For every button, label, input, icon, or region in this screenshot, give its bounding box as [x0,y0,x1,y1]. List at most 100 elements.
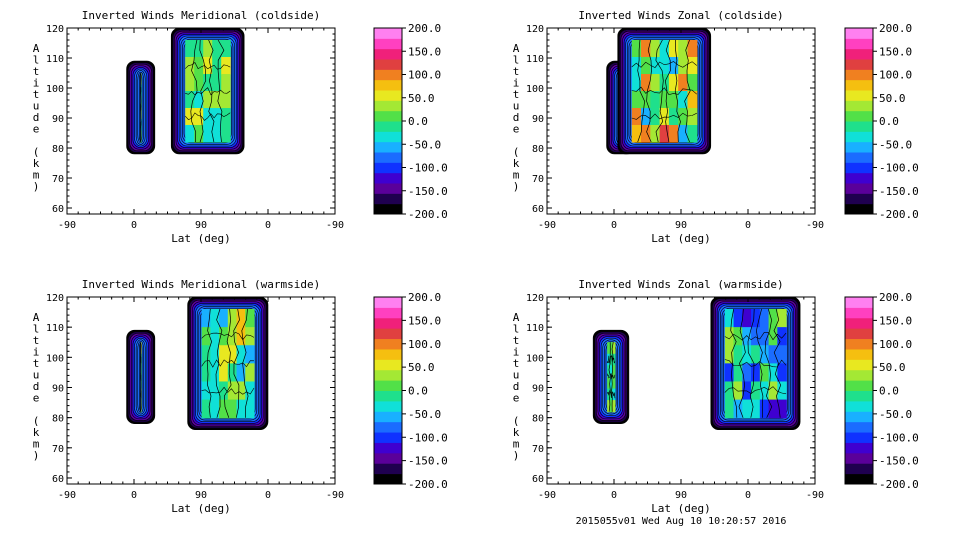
colorbar-swatch [374,131,402,143]
contour-cell [609,365,613,378]
colorbar-swatch [845,110,873,122]
contour-cell [236,363,246,383]
contour-cell [609,400,613,413]
colorbar-swatch [374,380,402,391]
contour-cell [227,381,238,401]
contour-cell [777,381,787,401]
x-tick-label: 90 [195,490,207,501]
contour-cell [140,365,142,378]
contour-line [223,308,232,418]
contour-cell [751,381,761,401]
contour-cell [631,125,642,143]
contour-cell [203,91,213,109]
contour-cell [650,108,661,126]
colorbar-label: -100.0 [408,431,448,444]
contour-cell [201,309,211,328]
contour-cell [751,345,761,364]
contour-cell [641,57,651,75]
colorbar-swatch [374,90,402,101]
colorbar-swatch [374,297,402,308]
contour-line [199,39,207,143]
contour-cell [203,108,213,126]
contour-cell [678,125,689,143]
colorbar-swatch [374,152,402,163]
contour-line [217,39,225,143]
y-tick-label: 120 [46,293,64,304]
contour-cell [201,345,211,364]
contour-cell [221,91,231,109]
contour-cell [631,57,642,75]
contour-cell [212,74,222,92]
colorbar-swatch [374,203,402,215]
colorbar-label: -150.0 [408,455,448,468]
x-tick-label: 0 [131,220,137,231]
x-tick-label: 90 [675,220,687,231]
contour-cell [201,399,211,419]
contour-cell [631,108,642,126]
contour-line [201,359,255,368]
y-tick-label: 80 [532,414,544,425]
contour-cell [212,91,222,109]
contour-line [664,39,671,143]
colorbar-swatch [845,121,873,132]
x-tick-label: 0 [611,220,617,231]
colorbar-swatch [374,432,402,443]
y-tick-label: 70 [52,174,64,185]
colorbar-swatch [374,317,402,329]
panel-1: Inverted Winds Meridional (coldside) -90 0… [33,9,448,245]
contour-cell [751,327,761,346]
contour-line [724,386,787,395]
x-tick-label: 0 [611,490,617,501]
colorbar-swatch [374,400,402,412]
colorbar-label: -200.0 [879,208,919,221]
x-axis-label: Lat (deg) [651,502,711,515]
colorbar-swatch [374,172,402,184]
contour-line [738,308,746,418]
colorbar-label: -200.0 [879,478,919,491]
contour-cell [751,399,761,419]
y-tick-label: 120 [526,293,544,304]
colorbar-label: 100.0 [408,338,441,351]
x-tick-label: -90 [58,490,76,501]
contour-cell [201,327,211,346]
contour-cell [733,345,743,364]
contour-cell [759,381,770,401]
x-tick-label: 0 [265,220,271,231]
panel-title: Inverted Winds Meridional (coldside) [82,9,320,22]
contour-cell [687,125,698,143]
contour-line [756,308,764,418]
contour-cell [742,399,752,419]
colorbar-label: -150.0 [879,455,919,468]
contour-cell [678,74,689,92]
y-tick-label: 60 [52,474,64,485]
y-tick-label: 100 [46,84,64,95]
colorbar-swatch [374,110,402,122]
colorbar: 200.0 150.0 100.0 50.0 0.0 -50.0 -100.0 -150.0 -… [373,291,448,491]
colorbar-swatch [845,48,873,60]
contour-cell [678,108,689,126]
contour-cell [759,345,770,364]
contour-cell [140,342,142,355]
colorbar: 200.0 150.0 100.0 50.0 0.0 -50.0 -100.0 -150.0 -… [844,291,919,491]
contour-cell [659,125,670,143]
contour-cell [724,309,735,328]
colorbar-swatch [845,442,873,454]
contour-cell [724,399,735,419]
contour-cell [759,309,770,328]
y-tick-label: 60 [532,204,544,215]
x-axis-label: Lat (deg) [171,232,231,245]
contour-cell [236,309,246,328]
contour-cell [219,327,229,346]
contour-cell [641,40,651,58]
contour-cell [609,376,613,390]
contour-cell [777,309,787,328]
contour-cell [659,74,670,92]
contour-cell [185,57,195,75]
colorbar: 200.0 150.0 100.0 50.0 0.0 -50.0 -100.0 -150.0 -… [373,22,448,221]
colorbar-label: -100.0 [879,162,919,175]
contour-cell [687,57,698,75]
contour-cell [641,108,651,126]
